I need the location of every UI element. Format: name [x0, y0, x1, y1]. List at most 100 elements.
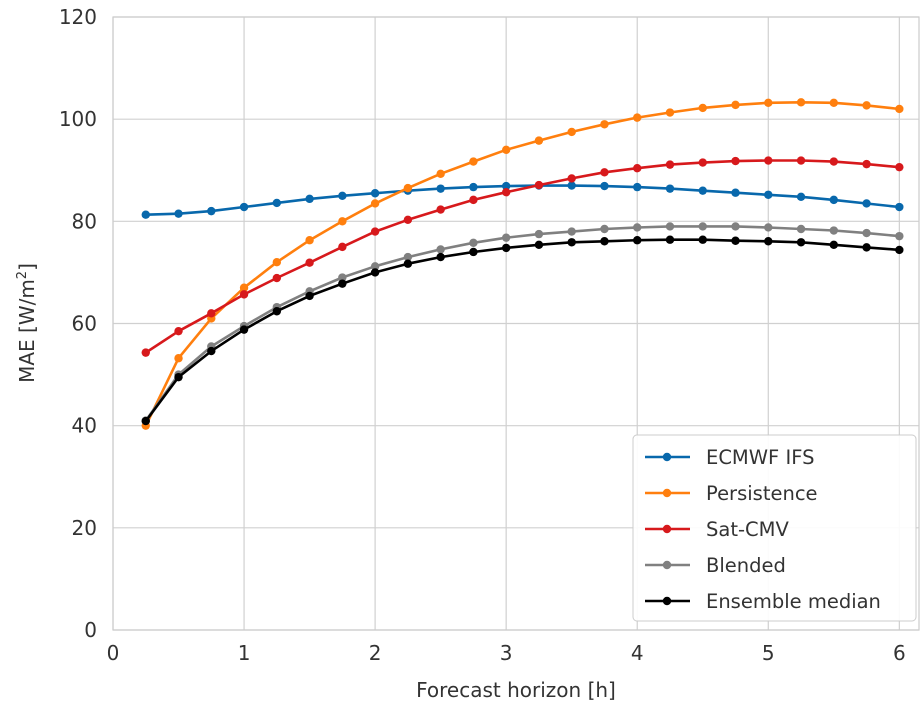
data-point-ecmwf-ifs: [633, 182, 642, 192]
data-point-sat-cmv: [600, 168, 609, 177]
data-point-persistence: [633, 113, 642, 122]
x-tick-label: 1: [238, 641, 251, 665]
data-point-ensemble-median: [239, 325, 249, 334]
data-point-ecmwf-ifs: [698, 186, 707, 195]
legend-swatch-marker: [662, 488, 672, 498]
data-point-ensemble-median: [796, 238, 806, 247]
data-point-persistence: [338, 217, 347, 226]
data-point-persistence: [698, 103, 707, 113]
data-point-blended: [370, 262, 380, 271]
data-point-sat-cmv: [370, 227, 380, 236]
plot-frame: [112, 16, 920, 631]
data-point-ensemble-median: [174, 372, 183, 382]
data-point-ecmwf-ifs: [567, 181, 576, 190]
data-point-blended: [600, 224, 609, 234]
data-point-ecmwf-ifs: [338, 191, 347, 200]
data-point-persistence: [370, 199, 380, 208]
data-point-ensemble-median: [403, 259, 413, 268]
data-point-ensemble-median: [862, 243, 871, 252]
data-point-ecmwf-ifs: [501, 181, 511, 191]
data-point-ensemble-median: [764, 237, 773, 246]
data-point-ensemble-median: [534, 240, 544, 250]
y-tick-label: 120: [59, 5, 97, 29]
data-point-ensemble-median: [469, 247, 478, 257]
data-point-ensemble-median: [731, 236, 740, 245]
data-point-blended: [731, 222, 740, 231]
legend-swatch-marker: [662, 524, 672, 534]
data-point-sat-cmv: [272, 273, 282, 283]
legend-label: Persistence: [706, 482, 818, 505]
data-point-persistence: [600, 120, 609, 129]
y-tick-label: 40: [72, 414, 97, 438]
data-point-ensemble-median: [829, 240, 839, 250]
legend-item-sat-cmv: Sat-CMV: [645, 518, 789, 541]
data-point-ecmwf-ifs: [731, 188, 740, 197]
data-point-persistence: [501, 145, 511, 155]
series-persistence: [141, 98, 904, 430]
data-point-sat-cmv: [567, 174, 576, 183]
data-point-persistence: [829, 98, 839, 108]
y-tick-label: 0: [84, 618, 97, 642]
data-point-persistence: [731, 100, 740, 110]
data-point-persistence: [436, 169, 445, 179]
data-point-blended: [469, 238, 478, 247]
legend-label: Blended: [706, 554, 786, 577]
data-point-sat-cmv: [207, 309, 216, 318]
data-point-sat-cmv: [796, 156, 806, 165]
data-point-persistence: [174, 354, 183, 363]
data-point-blended: [501, 233, 511, 242]
legend-label: Sat-CMV: [706, 518, 789, 541]
data-point-ecmwf-ifs: [207, 206, 216, 216]
data-point-sat-cmv: [534, 180, 544, 190]
data-point-ecmwf-ifs: [764, 190, 773, 199]
data-point-blended: [567, 227, 576, 236]
data-point-sat-cmv: [895, 162, 904, 172]
data-point-blended: [633, 223, 642, 232]
data-point-ensemble-median: [698, 235, 707, 244]
data-point-ensemble-median: [567, 238, 576, 247]
data-point-ensemble-median: [665, 235, 675, 244]
legend-item-blended: Blended: [645, 554, 786, 577]
data-point-persistence: [862, 101, 871, 110]
data-point-ensemble-median: [501, 243, 511, 253]
data-point-sat-cmv: [665, 160, 675, 169]
legend-label: ECMWF IFS: [706, 446, 814, 469]
data-point-blended: [665, 222, 675, 231]
x-tick-label: 3: [500, 641, 513, 665]
data-point-persistence: [895, 104, 904, 114]
data-point-ecmwf-ifs: [469, 182, 478, 192]
x-tick-label: 6: [893, 641, 906, 665]
data-point-ecmwf-ifs: [796, 192, 806, 202]
data-point-persistence: [272, 258, 282, 267]
y-tick-label: 100: [59, 107, 97, 131]
x-axis-label: Forecast horizon [h]: [416, 678, 616, 702]
data-point-blended: [534, 229, 544, 239]
series-line-ecmwf-ifs: [145, 184, 900, 216]
data-point-ecmwf-ifs: [665, 184, 675, 193]
data-point-blended: [796, 224, 806, 234]
data-point-sat-cmv: [174, 326, 183, 336]
data-point-persistence: [567, 127, 576, 137]
data-point-blended: [895, 231, 904, 241]
data-point-ecmwf-ifs: [895, 202, 904, 212]
legend-swatch-marker: [662, 560, 672, 570]
data-point-ecmwf-ifs: [272, 198, 282, 208]
legend-box: [632, 434, 917, 622]
data-point-ecmwf-ifs: [305, 194, 314, 204]
legend-item-ecmwf-ifs: ECMWF IFS: [645, 446, 814, 469]
data-point-sat-cmv: [731, 156, 740, 166]
data-point-ecmwf-ifs: [829, 195, 839, 205]
series-line-blended: [144, 225, 900, 422]
x-tick-label: 5: [762, 641, 775, 665]
data-point-ecmwf-ifs: [436, 184, 445, 193]
y-tick-label: 20: [72, 516, 97, 540]
data-point-blended: [862, 228, 871, 238]
series-sat-cmv: [141, 156, 904, 357]
data-point-persistence: [665, 108, 675, 117]
data-point-sat-cmv: [862, 159, 871, 169]
series-ensemble-median: [141, 235, 904, 426]
legend-label: Ensemble median: [706, 590, 881, 613]
data-point-ensemble-median: [436, 252, 445, 262]
data-point-ecmwf-ifs: [862, 199, 871, 208]
